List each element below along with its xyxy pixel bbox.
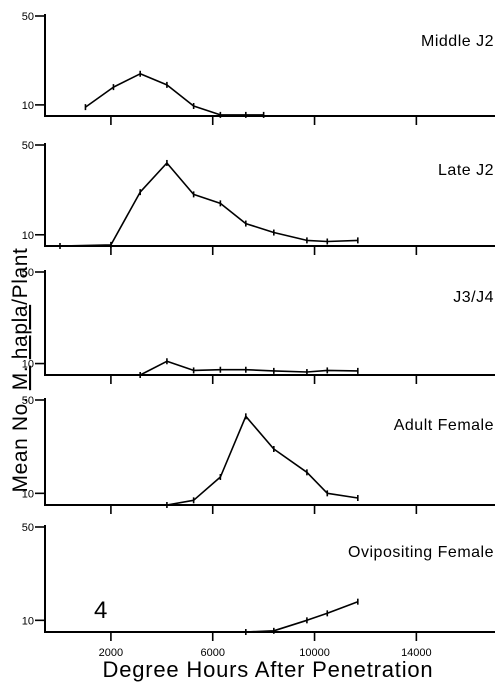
y-tick-label: 10: [22, 100, 34, 112]
y-axis-title-text: Mean No. M. hapla/Plant: [9, 248, 32, 493]
series-line: [59, 162, 358, 247]
x-tick-label: 10000: [299, 647, 330, 659]
panel-title: Late J2: [438, 162, 494, 179]
y-axis-title-species: hapla: [9, 305, 32, 359]
chart-panels: 50 10 Middle J2 50 10 Late J2 50 10 J3/J4 50 10 Adu…: [22, 11, 495, 659]
y-tick-label: 50: [22, 522, 34, 534]
panel-title: Ovipositing Female: [348, 544, 494, 561]
y-tick-label: 50: [22, 267, 34, 279]
y-tick-label: 50: [22, 140, 34, 152]
series-line: [245, 600, 359, 633]
panel-title: J3/J4: [453, 289, 494, 306]
figure-panel-number: 4: [94, 597, 107, 624]
chart-panel: 50 10 J3/J4: [22, 267, 495, 384]
y-tick-label: 10: [22, 488, 34, 500]
series-line: [85, 73, 264, 116]
y-tick-label: 50: [22, 395, 34, 407]
chart-panel: 50 10 2000 6000 10000 14000 Ovipositing Female: [22, 522, 495, 659]
y-tick-label: 10: [22, 615, 34, 627]
x-tick-label: 6000: [200, 647, 224, 659]
series-line: [166, 415, 358, 506]
y-tick-label: 50: [22, 11, 34, 23]
x-axis-title: Degree Hours After Penetration: [103, 657, 434, 682]
chart-panel: 50 10 Adult Female: [22, 395, 495, 514]
y-axis-title-part: Mean No.: [9, 390, 32, 492]
chart-panel: 50 10 Late J2: [22, 140, 495, 255]
y-axis-title-part: /Plant: [9, 248, 32, 305]
x-tick-label: 14000: [401, 647, 432, 659]
y-tick-label: 10: [22, 230, 34, 242]
x-tick-label: 2000: [99, 647, 123, 659]
y-axis-title: Mean No. M. hapla/Plant: [9, 248, 32, 493]
y-axis-title-genus: M.: [9, 366, 32, 391]
y-tick-label: 10: [22, 359, 34, 371]
panel-title: Adult Female: [394, 417, 494, 434]
series-line: [139, 360, 358, 376]
panel-title: Middle J2: [421, 33, 494, 50]
chart-panel: 50 10 Middle J2: [22, 11, 495, 125]
